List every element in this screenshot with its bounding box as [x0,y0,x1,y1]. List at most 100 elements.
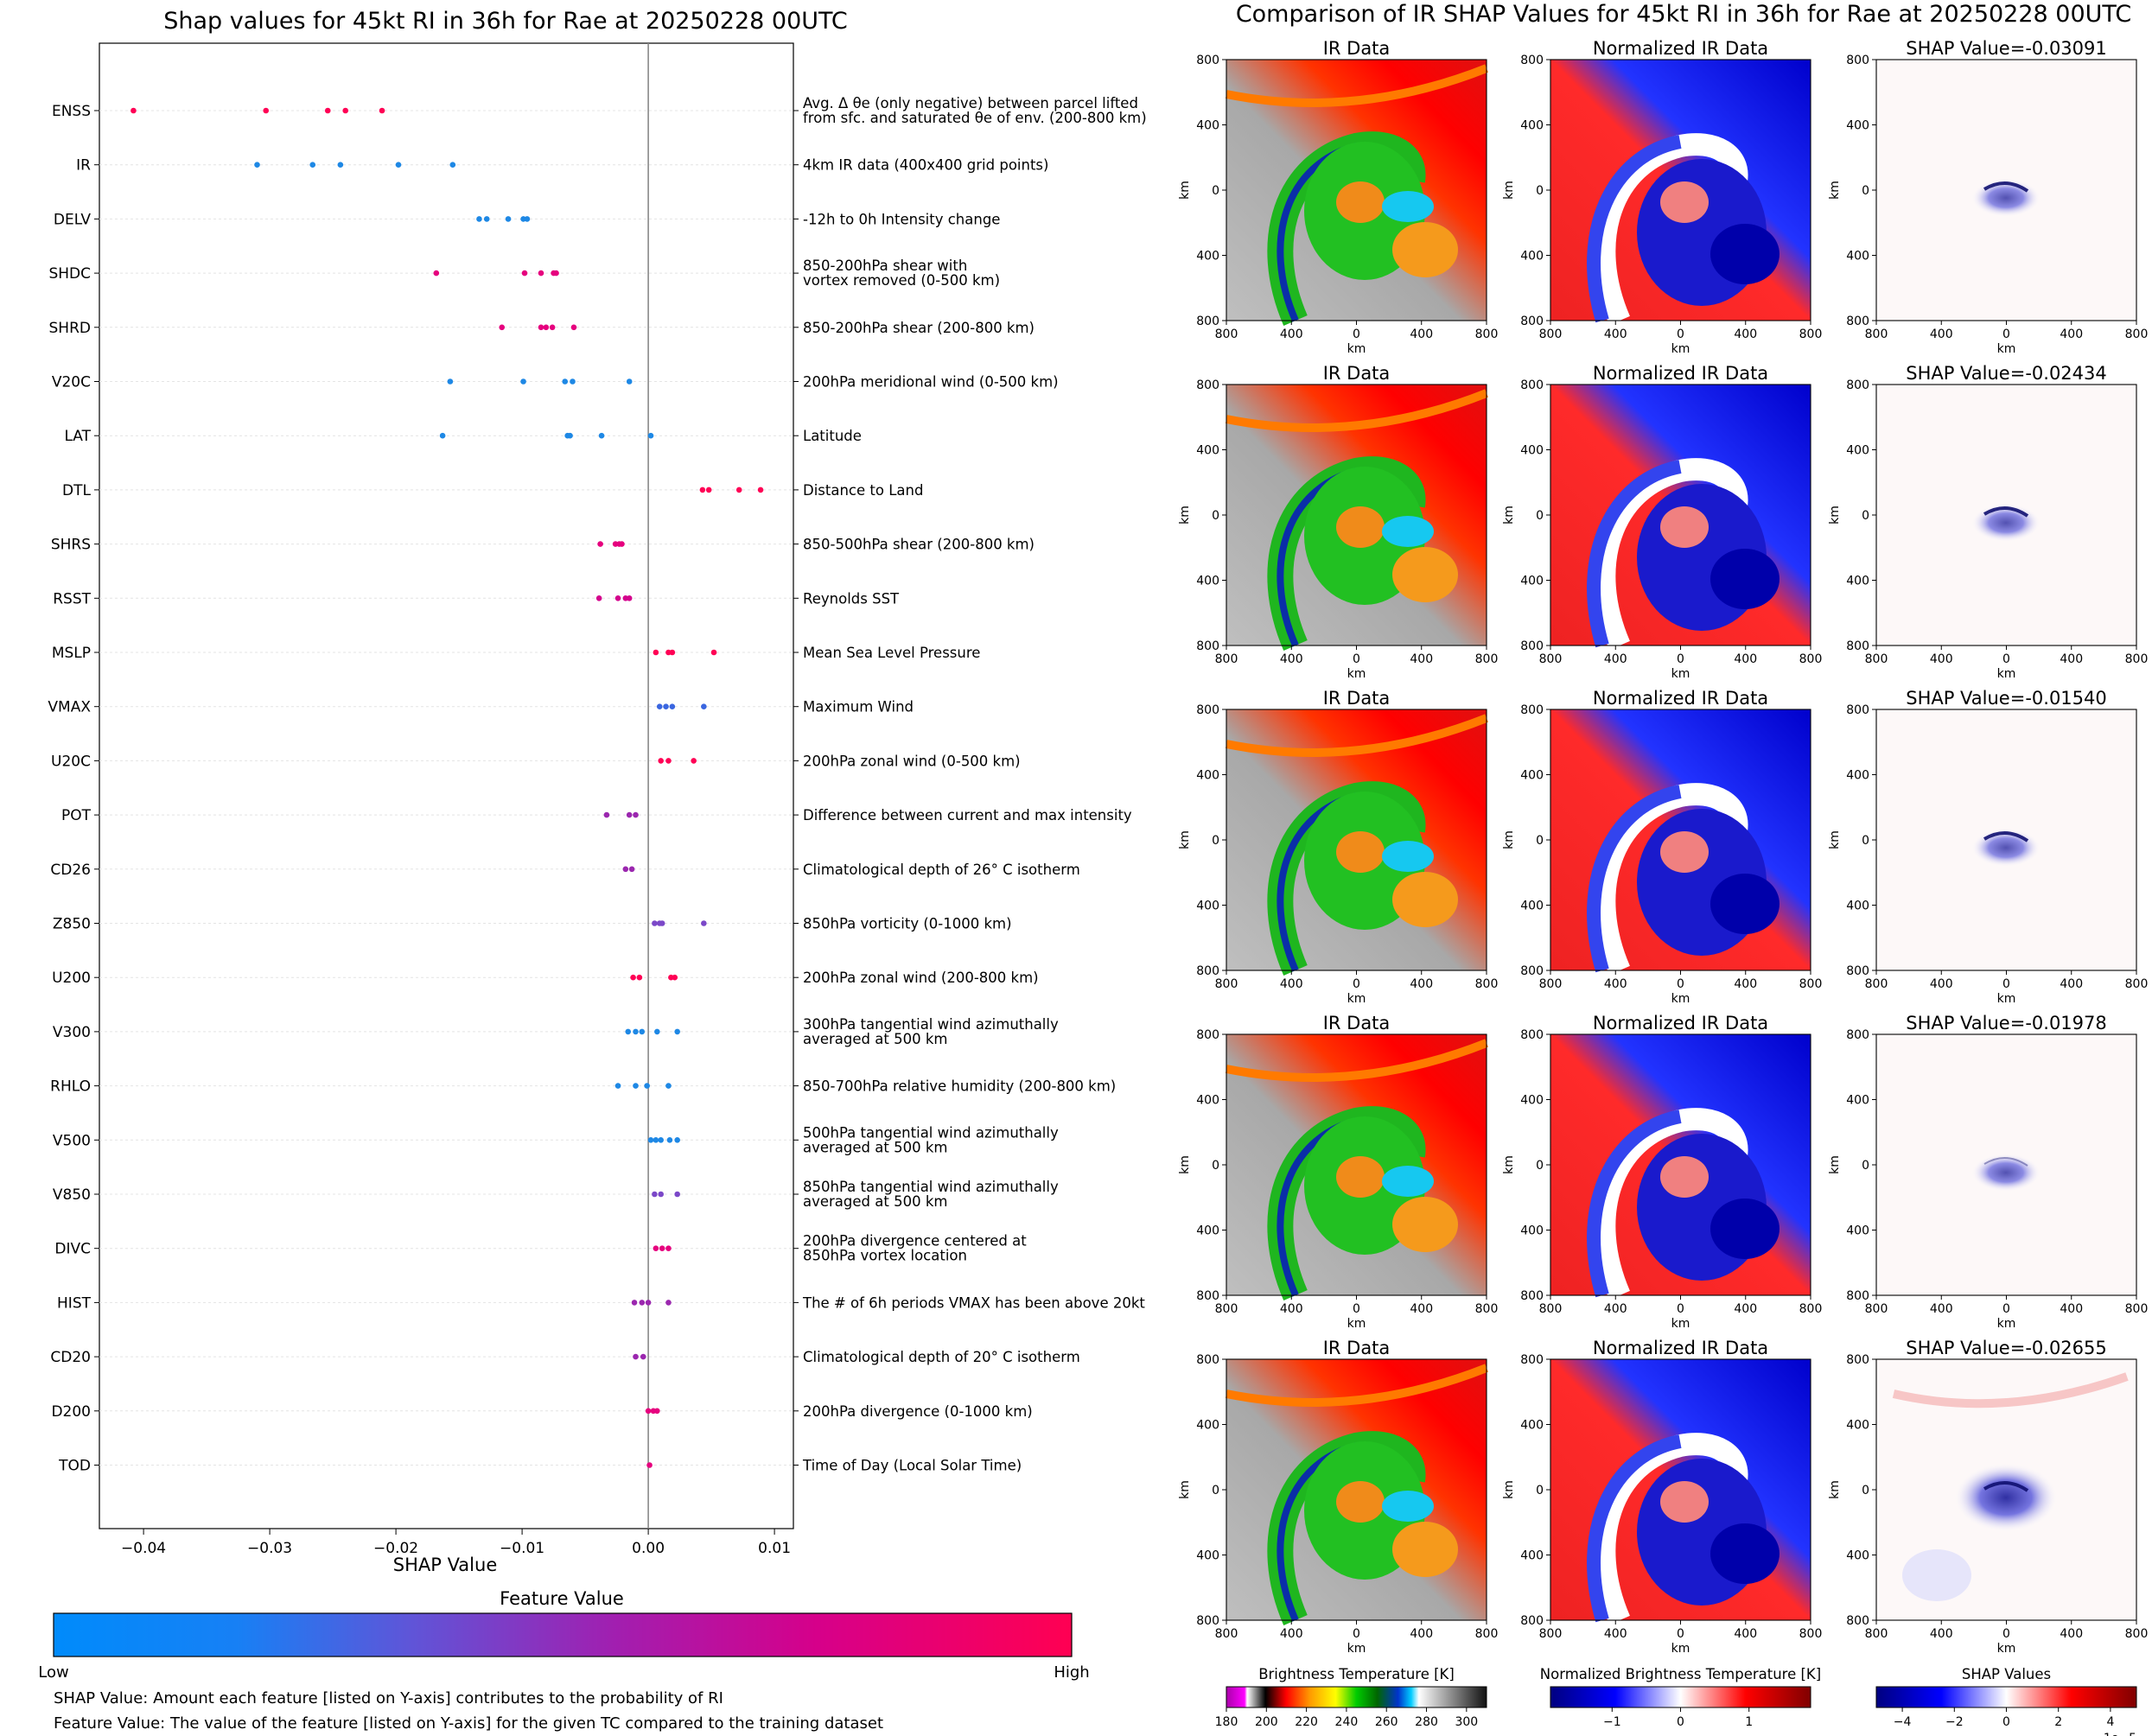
x-axis-label: km [1997,1642,2016,1656]
x-tick-label: 800 [1475,327,1499,341]
shap-point-dtl [757,486,764,493]
x-tick-label: 800 [1539,327,1563,341]
shap-point-ir [309,162,316,168]
cirrus-band [1226,64,1488,107]
x-axis-label: km [1997,1317,2016,1331]
feature-description: Climatological depth of 20° C isotherm [803,1349,1080,1365]
shap-point-v500 [674,1137,680,1143]
x-axis-label: km [1997,667,2016,681]
y-tick-label: 400 [1196,900,1219,913]
y-tick-label: 400 [1196,575,1219,588]
feature-description: 4km IR data (400x400 grid points) [803,157,1048,174]
colorbar-low-label: Low [38,1663,68,1682]
cold-core [1710,874,1780,934]
x-tick-label: 800 [1215,977,1238,991]
y-tick-label: 800 [1520,1614,1544,1628]
x-tick-label: 800 [1475,652,1499,666]
y-axis-label: km [1178,506,1192,525]
panel-title: SHAP Value=-0.01540 [1906,688,2107,709]
y-tick-label: 800 [1520,54,1544,67]
feature-description: 850hPa tangential wind azimuthally [803,1179,1059,1195]
x-tick-label: 800 [2125,1302,2149,1316]
x-tick-label: 400 [1410,1627,1433,1641]
shap-point-cd20 [633,1353,639,1360]
y-tick-label: 400 [1520,250,1544,264]
y-tick-label-delv: DELV [54,211,91,228]
eye-region [1660,831,1709,873]
eye-region [1336,831,1385,873]
x-tick-label: 400 [1930,977,1953,991]
shap-point-rhlo [633,1083,639,1089]
y-tick-label: 400 [1520,119,1544,133]
colorbar-tick-label: 300 [1455,1715,1478,1729]
feature-description: Difference between current and max inten… [803,807,1132,823]
shap-point-ir [254,162,260,168]
y-tick-label: 400 [1520,1419,1544,1433]
shap-arc [1983,1481,2029,1492]
x-axis-label: km [1671,992,1690,1006]
feature-description: 200hPa zonal wind (200-800 km) [803,970,1039,986]
shap-point-u20c [691,758,697,764]
feature-description: 850-200hPa shear with [803,258,967,274]
x-tick-label: 800 [1539,1302,1563,1316]
shap-point-delv [524,216,531,222]
y-tick-label-dtl: DTL [62,482,91,499]
feature-description: 850-500hPa shear (200-800 km) [803,537,1035,553]
shap-point-delv [476,216,482,222]
panel-row2-col3: SHAP Value=-0.02434800800400400004004008… [1828,363,2148,681]
x-tick-label: 0.00 [632,1540,665,1557]
shap-arc [1983,1157,2028,1167]
cold-cloud [1382,1491,1434,1522]
shap-hotspot [1954,1463,2058,1532]
y-axis-label: km [1828,506,1842,525]
feature-description: 300hPa tangential wind azimuthally [803,1016,1059,1033]
y-axis-label: km [1502,506,1516,525]
shap-point-shrd [538,324,544,331]
x-tick-label: 400 [1410,327,1433,341]
panel-row5-col2: Normalized IR Data8008004004000040040080… [1502,1338,1822,1656]
shap-point-shrd [543,324,550,331]
panel-row4-col2: Normalized IR Data8008004004000040040080… [1502,1013,1822,1331]
x-tick-label: 400 [2060,977,2083,991]
y-tick-label: 800 [1196,1289,1219,1303]
y-tick-label: 800 [1520,703,1544,717]
y-tick-label: 0 [1862,1484,1869,1498]
shap-point-v500 [658,1137,664,1143]
shap-point-dtl [735,486,742,493]
shap-point-lat [439,432,446,439]
y-axis-label: km [1828,181,1842,200]
y-tick-label: 400 [1846,769,1869,783]
eye-region [1660,1481,1709,1523]
y-tick-label: 400 [1520,769,1544,783]
y-tick-label: 400 [1846,444,1869,458]
panel-row1-col3: SHAP Value=-0.03091800800400400004004008… [1828,38,2148,356]
y-tick-label: 0 [1862,184,1869,198]
colorbar-3: SHAP Values −4 −2 0 2 4 1e−5 [1875,1666,2137,1736]
shap-point-lat [598,432,605,439]
shap-point-u20c [665,758,672,764]
shap-point-cd26 [622,866,629,873]
y-axis-label: km [1178,181,1192,200]
feature-description: averaged at 500 km [803,1031,947,1047]
x-tick-label: 800 [2125,977,2149,991]
panel-title: Normalized IR Data [1593,688,1768,709]
y-tick-label: 800 [1846,1289,1869,1303]
shap-point-shrd [549,324,556,331]
x-axis-label: km [1671,342,1690,356]
shap-point-divc [665,1245,672,1251]
y-tick-label: 0 [1862,1159,1869,1173]
cloud-edge [1587,1110,1682,1298]
y-tick-label: 800 [1520,1028,1544,1042]
y-tick-label-shrd: SHRD [49,320,91,337]
eye-region [1336,1156,1385,1198]
shap-point-vmax [669,703,676,709]
y-tick-label: 800 [1846,1028,1869,1042]
shap-point-shrs [619,541,625,547]
feature-description: 200hPa meridional wind (0-500 km) [803,374,1059,391]
shap-point-shdc [538,270,544,277]
y-tick-label-hist: HIST [57,1294,92,1312]
cold-cloud [1382,1166,1434,1197]
shap-point-shrd [499,324,506,331]
x-tick-label: 800 [1539,652,1563,666]
